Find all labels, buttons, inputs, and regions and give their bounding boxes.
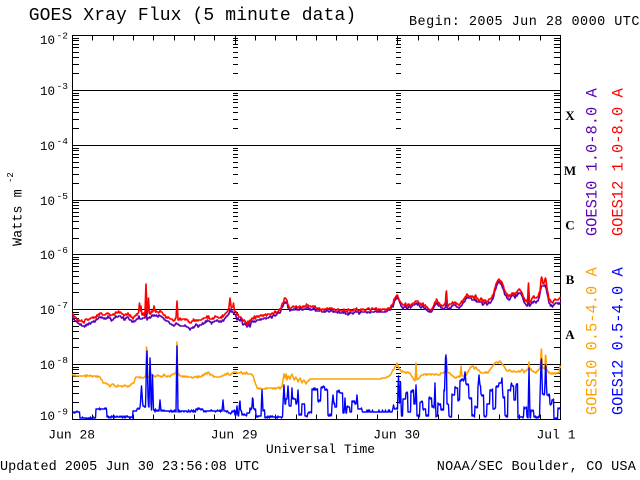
svg-text:10: 10 [40, 34, 55, 48]
svg-text:-2: -2 [57, 30, 69, 41]
svg-text:-7: -7 [57, 300, 68, 311]
svg-text:-3: -3 [57, 81, 69, 92]
svg-text:GOES12 0.5-4.0 A: GOES12 0.5-4.0 A [609, 267, 627, 416]
svg-text:10: 10 [40, 249, 55, 263]
svg-text:GOES10 1.0-8.0 A: GOES10 1.0-8.0 A [584, 88, 602, 237]
svg-text:NOAA/SEC Boulder, CO USA: NOAA/SEC Boulder, CO USA [437, 460, 637, 475]
svg-text:-4: -4 [57, 136, 69, 147]
svg-text:X: X [565, 108, 575, 123]
svg-text:Universal Time: Universal Time [266, 442, 375, 457]
svg-text:Jun 28: Jun 28 [48, 428, 95, 443]
svg-text:C: C [565, 217, 574, 232]
svg-text:GOES12 1.0-8.0 A: GOES12 1.0-8.0 A [609, 88, 627, 237]
svg-text:-6: -6 [57, 245, 69, 256]
svg-text:Begin: 2005 Jun 28 0000 UTC: Begin: 2005 Jun 28 0000 UTC [409, 15, 640, 30]
svg-text:10: 10 [40, 410, 55, 424]
svg-text:GOES Xray Flux (5 minute data): GOES Xray Flux (5 minute data) [29, 6, 357, 26]
svg-text:10: 10 [40, 195, 55, 209]
svg-text:Jun 30: Jun 30 [373, 428, 420, 443]
svg-text:10: 10 [40, 85, 55, 99]
svg-text:10: 10 [40, 359, 55, 373]
svg-text:-5: -5 [57, 191, 69, 202]
svg-text:-2: -2 [6, 172, 16, 183]
svg-text:Jul 1: Jul 1 [536, 428, 575, 443]
svg-text:10: 10 [40, 140, 55, 154]
svg-text:-8: -8 [57, 355, 69, 366]
svg-text:10: 10 [40, 304, 55, 318]
svg-text:Watts m: Watts m [12, 189, 27, 246]
svg-text:Jun 29: Jun 29 [211, 428, 258, 443]
svg-text:Updated 2005 Jun 30 23:56:08 U: Updated 2005 Jun 30 23:56:08 UTC [0, 460, 259, 475]
svg-text:B: B [566, 272, 575, 287]
svg-text:M: M [564, 163, 576, 178]
svg-text:-9: -9 [57, 407, 69, 418]
svg-text:A: A [565, 327, 575, 342]
svg-text:GOES10 0.5-4.0 A: GOES10 0.5-4.0 A [584, 267, 602, 416]
